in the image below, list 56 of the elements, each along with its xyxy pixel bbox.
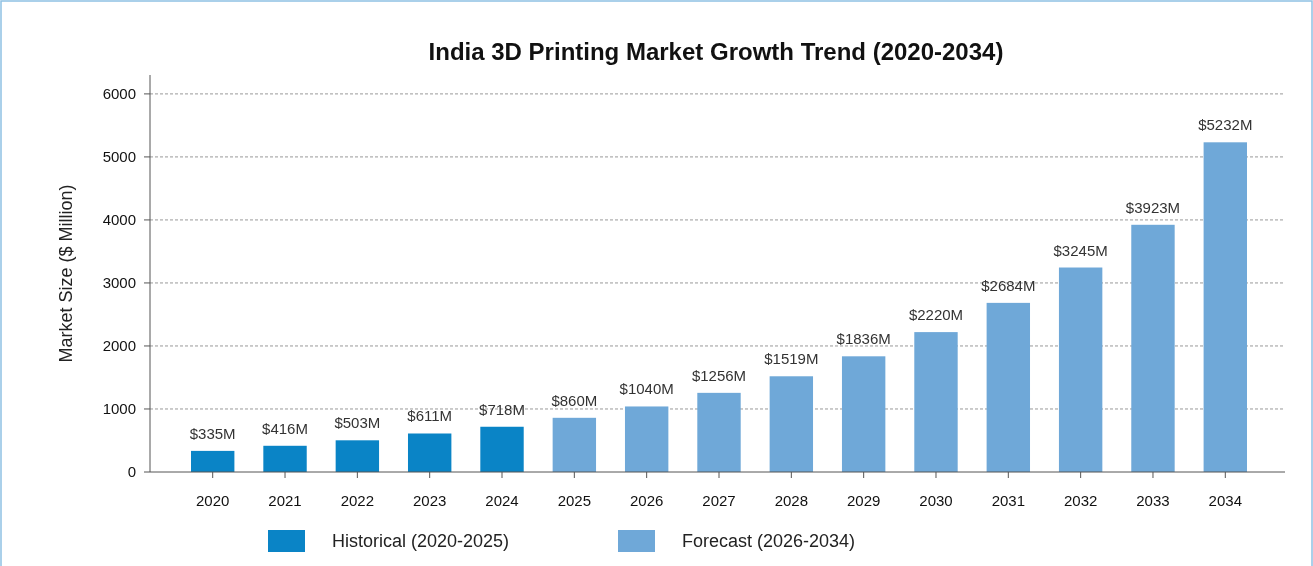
x-tick-label: 2021 [268,492,302,509]
y-tick-label: 5000 [102,148,136,166]
y-tick-label: 1000 [102,400,136,418]
bar [986,302,1031,472]
bar [480,426,524,472]
bar [697,392,741,472]
x-tick-label: 2034 [1208,492,1242,509]
bar [191,450,235,472]
data-label: $3923M [1125,198,1181,216]
x-tick-label: 2028 [774,492,809,509]
x-tick-label: 2027 [702,492,736,509]
data-label: $416M [262,419,308,437]
bar [769,376,814,472]
x-tick-label: 2026 [629,492,664,509]
data-label: $718M [479,400,525,418]
data-label: $5232M [1198,116,1253,134]
data-label: $1836M [836,330,891,348]
chart-title: India 3D Printing Market Growth Trend (2020-2034) [428,38,1004,65]
legend-label: Forecast (2026-2034) [682,531,856,552]
bar [335,440,380,472]
x-tick-label: 2029 [846,492,881,509]
data-label: $3245M [1053,241,1108,259]
bar [407,433,452,472]
y-tick-label: 4000 [102,211,136,229]
data-label: $335M [189,424,236,442]
data-label: $503M [334,414,381,432]
bar [552,417,597,472]
bar [841,356,886,472]
bar [1131,224,1175,472]
data-label: $1040M [619,380,674,398]
bar [624,406,669,472]
bar [263,445,307,472]
x-tick-label: 2031 [991,492,1025,509]
legend-label: Historical (2020-2025) [332,531,510,552]
bar [1058,267,1103,472]
data-label: $860M [551,391,598,409]
data-label: $1519M [764,350,819,368]
y-tick-label: 0 [127,463,136,481]
bar [1203,142,1247,472]
x-tick-label: 2033 [1136,492,1170,509]
y-tick-label: 3000 [102,274,136,292]
bar [914,332,958,472]
x-tick-label: 2024 [485,492,519,509]
x-tick-label: 2025 [557,492,592,509]
data-label: $2684M [981,276,1036,294]
y-tick-label: 6000 [102,85,136,103]
data-label: $1256M [691,366,747,384]
data-label: $2220M [908,306,964,324]
y-axis-title: Market Size ($ Million) [56,184,76,363]
y-tick-label: 2000 [102,337,136,355]
x-tick-label: 2023 [413,492,447,509]
x-tick-label: 2022 [340,492,375,509]
data-label: $611M [407,407,453,425]
x-tick-label: 2032 [1063,492,1098,509]
x-tick-label: 2020 [196,492,230,509]
x-tick-label: 2030 [919,492,953,509]
